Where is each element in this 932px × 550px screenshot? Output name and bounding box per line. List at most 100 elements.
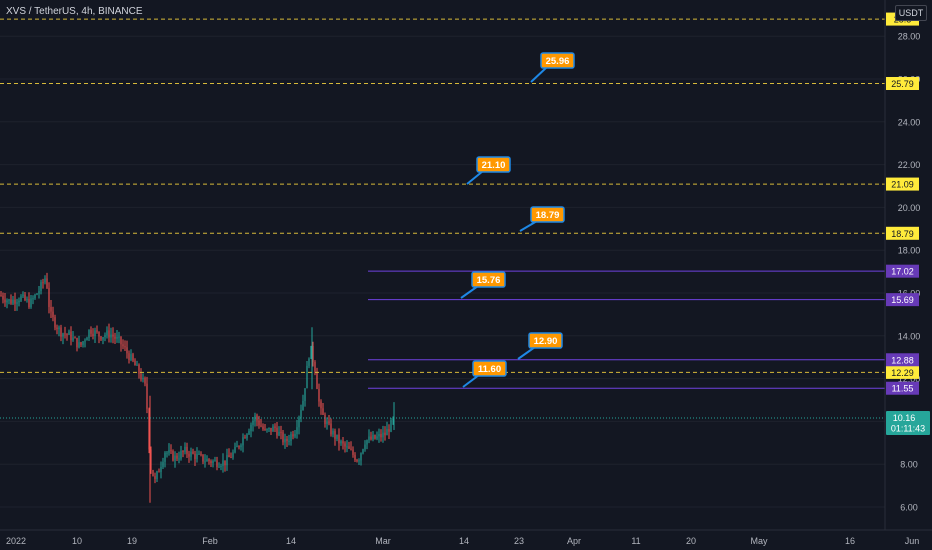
candle-body: [276, 427, 278, 436]
candle-body: [392, 418, 394, 420]
candle-body: [352, 449, 354, 455]
price-tick-label: 24.00: [898, 117, 921, 127]
candle-body: [236, 446, 238, 448]
candle-body: [286, 438, 288, 442]
candle-body: [38, 291, 40, 294]
candle-body: [106, 330, 108, 336]
candle-body: [356, 460, 358, 462]
yellow-price-tag: 12.29: [891, 368, 914, 378]
candle-body: [214, 460, 216, 462]
candle-body: [228, 455, 230, 458]
candle-body: [248, 431, 250, 435]
candle-body: [66, 334, 68, 336]
time-tick-label: May: [750, 536, 768, 546]
candle-body: [40, 282, 42, 292]
candle-body: [146, 383, 148, 409]
candle-body: [24, 294, 26, 301]
candle-body: [218, 466, 220, 468]
candle-body: [0, 295, 2, 297]
candle-body: [340, 441, 342, 444]
candle-body: [314, 361, 316, 372]
currency-button[interactable]: USDT: [895, 5, 927, 21]
candle-body: [250, 424, 252, 432]
candle-body: [330, 423, 332, 435]
candle-body: [372, 435, 374, 440]
price-tick-label: 20.00: [898, 203, 921, 213]
candle-body: [360, 453, 362, 461]
candle-body: [312, 345, 314, 362]
time-tick-label: 14: [459, 536, 469, 546]
candle-body: [8, 299, 10, 301]
candle-body: [120, 336, 122, 345]
purple-price-tag: 17.02: [891, 267, 914, 277]
candle-body: [284, 438, 286, 443]
purple-price-tag-bg: [886, 264, 919, 278]
candle-body: [370, 436, 372, 440]
candle-body: [136, 364, 138, 366]
candle-body: [324, 414, 326, 424]
candle-body: [184, 446, 186, 452]
candle-body: [176, 455, 178, 459]
candle-body: [90, 329, 92, 334]
candle-body: [242, 437, 244, 446]
candle-body: [164, 452, 166, 462]
candle-body: [110, 334, 112, 338]
candle-body: [168, 450, 170, 453]
time-tick-label: 16: [845, 536, 855, 546]
candle-body: [274, 426, 276, 428]
candle-body: [364, 444, 366, 450]
time-tick-label: 19: [127, 536, 137, 546]
candle-body: [64, 333, 66, 335]
callout-label: 12.90: [534, 336, 558, 347]
candle-body: [154, 476, 156, 479]
price-tick-label: 22.00: [898, 160, 921, 170]
price-tick-label: 14.00: [898, 331, 921, 341]
yellow-price-tag: 25.79: [891, 79, 914, 89]
candle-body: [238, 446, 240, 448]
candle-body: [336, 434, 338, 439]
candle-body: [198, 453, 200, 455]
purple-price-tag: 12.88: [891, 355, 914, 365]
candle-body: [266, 429, 268, 431]
candle-body: [148, 408, 150, 450]
candle-body: [22, 294, 24, 297]
candle-body: [186, 446, 188, 454]
price-tick-label: 6.00: [900, 503, 918, 513]
candle-body: [26, 299, 28, 301]
candle-body: [390, 419, 392, 432]
candle-body: [256, 415, 258, 421]
candle-body: [358, 460, 360, 462]
candle-body: [310, 345, 312, 359]
callout-box: [472, 360, 507, 377]
candle-body: [348, 446, 350, 449]
candle-body: [204, 461, 206, 463]
candle-body: [280, 431, 282, 433]
candle-body: [342, 441, 344, 444]
time-tick-label: Feb: [202, 536, 218, 546]
callout-box: [530, 206, 565, 223]
candle-body: [334, 430, 336, 439]
candle-body: [76, 337, 78, 348]
candle-body: [252, 420, 254, 425]
candle-body: [74, 337, 76, 339]
candle-body: [194, 453, 196, 460]
candle-body: [296, 427, 298, 434]
candle-body: [172, 450, 174, 461]
purple-price-tag-bg: [886, 293, 919, 307]
candle-body: [206, 459, 208, 462]
candle-body: [124, 346, 126, 348]
candle-body: [84, 340, 86, 342]
candle-body: [28, 299, 30, 308]
candle-body: [46, 278, 48, 289]
purple-price-tag: 15.69: [891, 295, 914, 305]
candle-body: [304, 388, 306, 401]
candle-body: [88, 329, 90, 339]
time-tick-label: 10: [72, 536, 82, 546]
candle-body: [328, 421, 330, 424]
candle-body: [388, 429, 390, 432]
candle-body: [78, 342, 80, 348]
time-tick-label: Apr: [567, 536, 581, 546]
candle-body: [320, 401, 322, 409]
candle-body: [190, 451, 192, 457]
